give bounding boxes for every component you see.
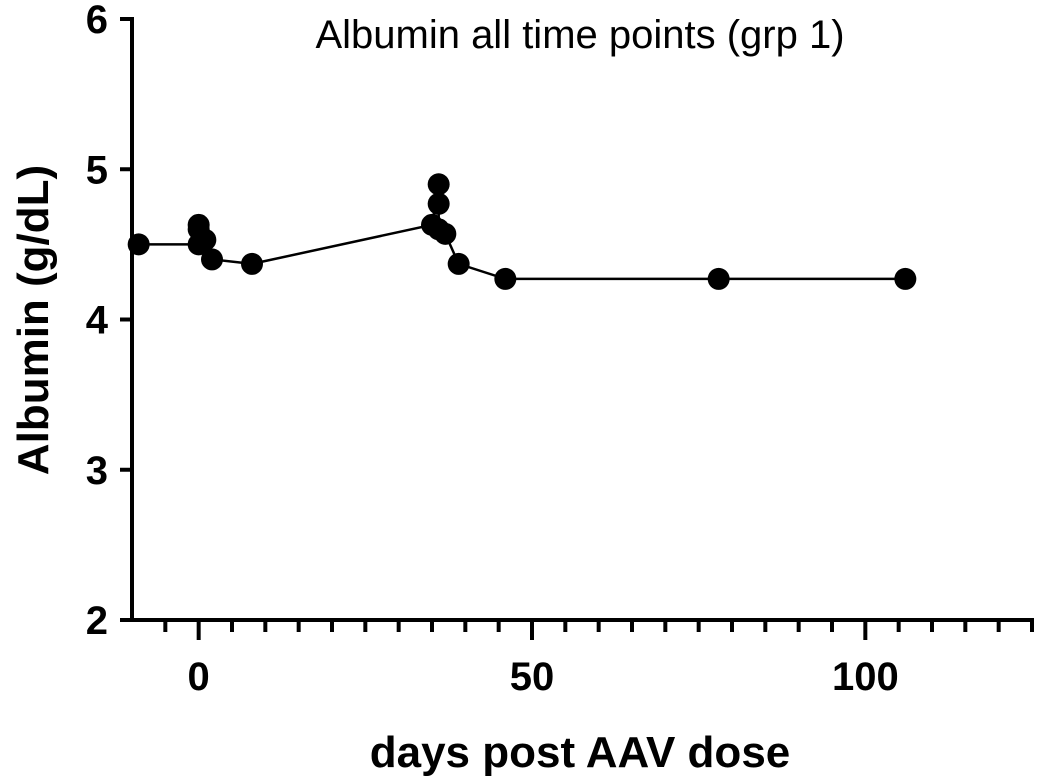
data-point <box>241 252 263 275</box>
y-tick-label: 5 <box>86 148 108 192</box>
x-tick-label: 50 <box>510 655 555 699</box>
x-tick-label: 100 <box>832 655 899 699</box>
data-point <box>194 228 217 251</box>
y-tick-label: 2 <box>86 599 108 643</box>
data-point <box>707 267 730 290</box>
x-tick-label: 0 <box>188 655 210 699</box>
x-axis-label: days post AAV dose <box>370 728 791 777</box>
data-point <box>894 267 917 290</box>
data-point <box>494 267 517 290</box>
y-axis-label: Albumin (g/dL) <box>9 165 58 475</box>
tick-labels-layer: 2 3 4 5 6 0 50 100 <box>86 0 899 699</box>
data-point <box>127 233 150 256</box>
data-point <box>427 192 450 215</box>
data-point <box>427 173 450 196</box>
y-tick-label: 3 <box>86 449 108 493</box>
axes <box>120 17 1034 640</box>
chart-title: Albumin all time points (grp 1) <box>315 13 844 57</box>
data-points-layer <box>127 173 917 290</box>
data-point <box>447 252 470 275</box>
data-point <box>201 248 223 271</box>
y-tick-label: 6 <box>86 0 108 42</box>
data-point <box>434 222 457 245</box>
y-tick-label: 4 <box>86 299 109 343</box>
